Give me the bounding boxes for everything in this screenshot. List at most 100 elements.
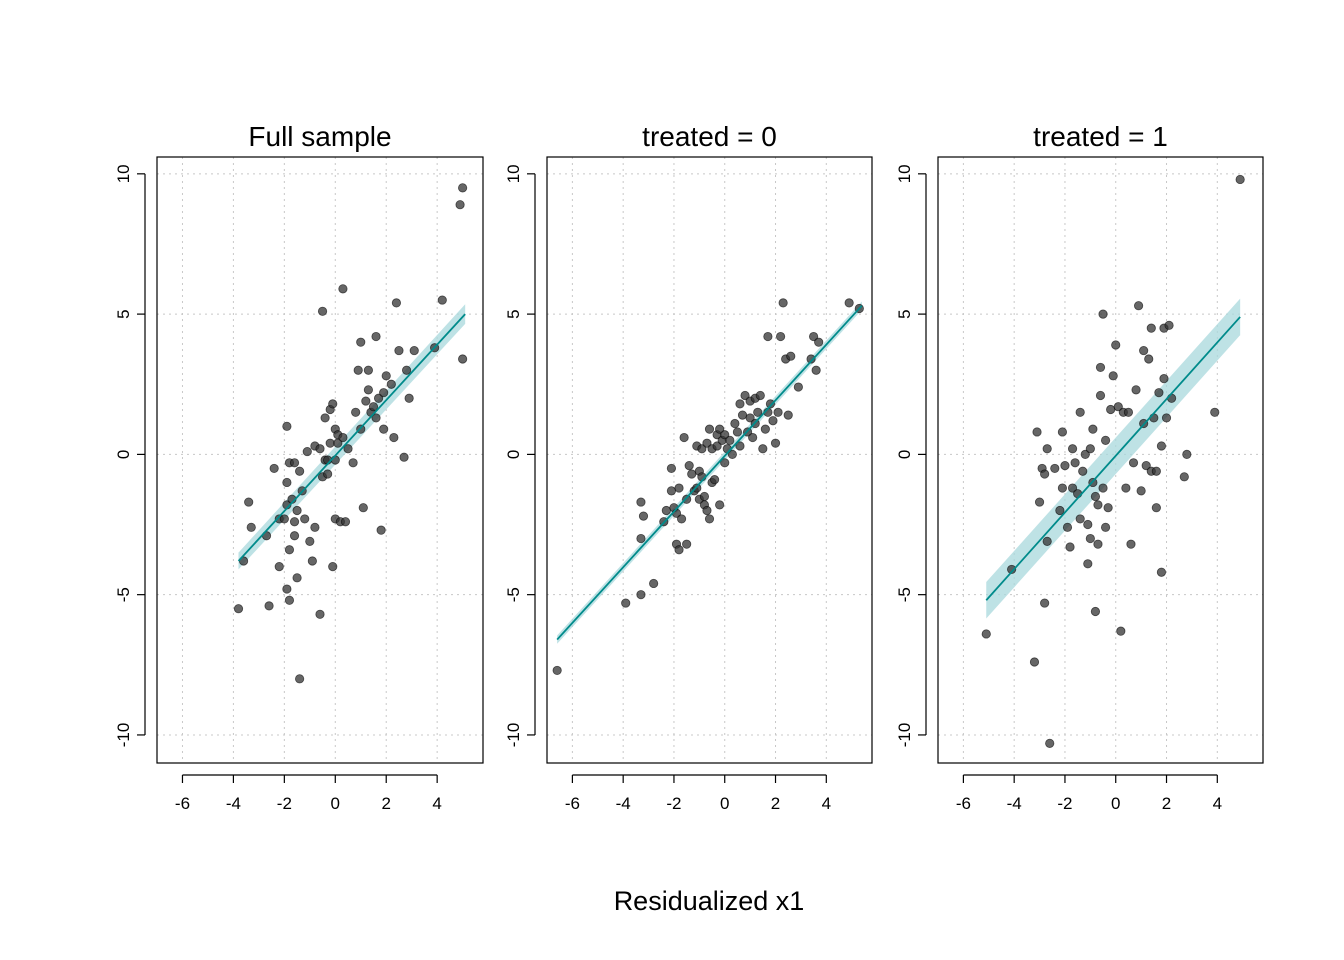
data-point: [279, 514, 289, 524]
y-tick-label: 5: [504, 309, 523, 318]
data-point: [1070, 458, 1080, 468]
data-point: [292, 573, 302, 583]
panel-treated-1: -6 -4 -2 0 2 4 -10 -5 0 5 10 treated = 1: [895, 121, 1264, 813]
data-point: [1116, 626, 1126, 636]
data-point: [1131, 385, 1141, 395]
data-point: [636, 497, 646, 507]
data-point: [315, 609, 325, 619]
data-point: [1032, 427, 1042, 437]
data-point: [1098, 309, 1108, 319]
data-point: [621, 598, 631, 608]
data-point: [740, 390, 750, 401]
data-point: [765, 399, 776, 409]
data-point: [699, 491, 710, 502]
data-point: [343, 444, 353, 454]
data-point: [325, 438, 335, 448]
data-point: [1045, 738, 1055, 748]
data-point: [809, 331, 819, 342]
data-point: [386, 379, 396, 389]
y-tick-label: -5: [504, 587, 523, 602]
data-point: [748, 432, 758, 443]
x-tick-label: 2: [771, 794, 780, 813]
data-point: [1154, 388, 1164, 398]
data-point: [763, 331, 773, 342]
data-point: [284, 545, 295, 555]
data-point: [811, 365, 821, 375]
data-point: [1113, 402, 1123, 412]
x-tick-label: -2: [277, 794, 292, 813]
data-point: [394, 345, 404, 356]
data-point: [674, 483, 684, 493]
data-point: [1108, 371, 1118, 381]
data-point: [775, 331, 786, 342]
data-point: [1083, 559, 1093, 569]
data-point: [305, 536, 315, 546]
data-point: [399, 452, 409, 462]
x-tick-label: 0: [331, 794, 340, 813]
data-point: [755, 390, 765, 401]
data-point: [806, 354, 816, 364]
panel-treated-0: -6 -4 -2 0 2 4 -10 -5 0 5 10 treated = 0: [504, 121, 873, 813]
y-tick-label: -10: [895, 723, 914, 748]
data-point: [760, 424, 770, 434]
data-point: [333, 438, 343, 448]
y-tick-label: 10: [895, 164, 914, 183]
data-point: [702, 438, 712, 448]
data-point: [778, 298, 788, 308]
data-point: [289, 458, 300, 468]
data-point: [320, 413, 330, 423]
panel-full-sample: -6 -4 -2 0 2 4 -10 -5 0 5 10 Full sample: [114, 121, 484, 813]
y-tick-label: 0: [114, 450, 133, 459]
data-point: [1166, 393, 1177, 403]
data-point: [1100, 435, 1111, 445]
data-point: [1146, 323, 1156, 333]
data-point: [1133, 301, 1144, 311]
data-point: [737, 410, 748, 420]
data-point: [1156, 441, 1167, 451]
panel-title: Full sample: [248, 121, 391, 152]
data-point: [246, 522, 256, 532]
data-point: [1067, 483, 1078, 493]
data-point: [358, 503, 368, 513]
plot-frame: [546, 156, 873, 764]
data-point: [315, 444, 325, 454]
data-point: [735, 399, 745, 409]
data-point: [1067, 444, 1078, 454]
data-point: [1085, 444, 1095, 454]
data-point: [458, 354, 468, 364]
data-point: [282, 584, 292, 594]
data-point: [715, 424, 725, 434]
data-point: [1075, 514, 1085, 524]
data-point: [753, 407, 763, 417]
data-point: [1050, 463, 1060, 474]
data-point: [679, 432, 689, 443]
data-point: [244, 497, 254, 507]
data-point: [1164, 320, 1174, 330]
data-point: [674, 545, 684, 555]
data-point: [310, 522, 320, 532]
data-point: [376, 525, 386, 535]
data-point: [1093, 500, 1103, 510]
data-point: [292, 505, 302, 516]
data-point: [1034, 497, 1045, 507]
data-point: [1159, 374, 1169, 384]
data-point: [317, 306, 328, 316]
data-point: [1029, 657, 1040, 667]
data-point: [720, 458, 730, 468]
panel-title: treated = 0: [642, 121, 777, 152]
data-point: [661, 505, 671, 516]
data-point: [735, 441, 745, 451]
data-point: [356, 337, 366, 347]
data-point: [389, 432, 399, 443]
plot-frame: [937, 156, 1264, 764]
data-point: [455, 200, 465, 210]
data-point: [1040, 598, 1050, 608]
data-point: [401, 365, 412, 375]
data-point: [666, 486, 677, 496]
data-point: [295, 674, 305, 684]
data-point: [284, 595, 295, 605]
data-point: [758, 444, 768, 454]
data-point: [368, 402, 379, 412]
data-point: [1161, 413, 1172, 423]
